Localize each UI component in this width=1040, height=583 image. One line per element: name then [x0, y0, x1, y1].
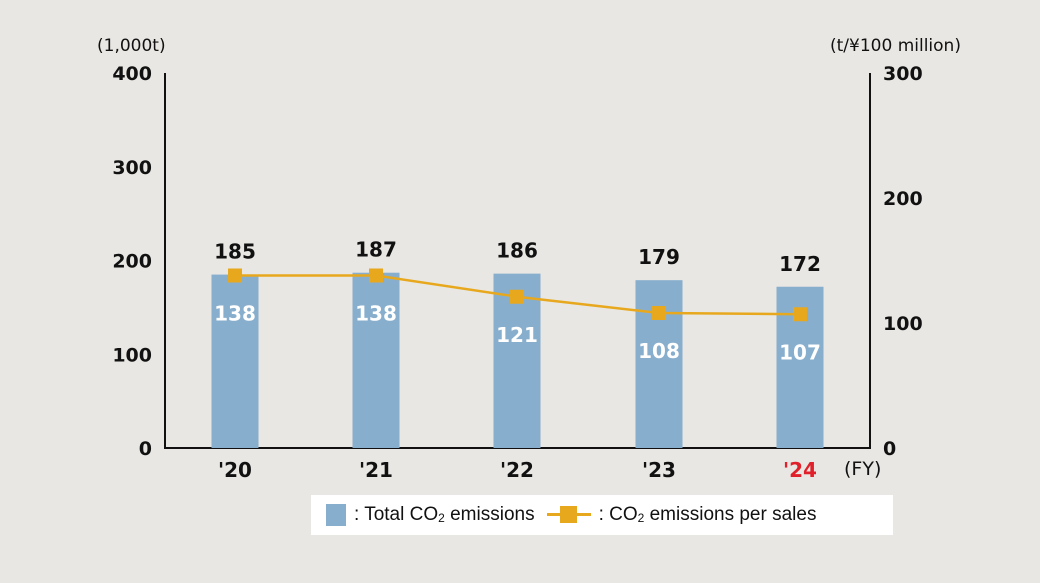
right-axis-unit-label: (t/¥100 million): [830, 36, 961, 56]
bar-value-label: 185: [214, 240, 256, 264]
left-axis-ticks: 0 100 200 300 400: [112, 63, 152, 460]
line-marker-icon: [228, 268, 242, 283]
bar-value-label: 186: [496, 239, 538, 263]
legend-line-marker-icon: [546, 504, 591, 526]
right-tick-label: 0: [883, 438, 896, 460]
line-value-label: 121: [496, 323, 538, 347]
bar-value-label: 187: [355, 238, 397, 262]
left-tick-label: 300: [112, 157, 152, 179]
right-tick-label: 100: [883, 313, 923, 335]
x-category-label: '21: [359, 458, 393, 482]
data-labels: 185 187 186 179 172 138 138 121 108 107: [214, 238, 821, 365]
line-value-label: 138: [355, 302, 397, 326]
line-marker-icon: [652, 306, 666, 320]
bar-value-label: 179: [638, 245, 680, 269]
legend: : Total CO2 emissions : CO2 emissions pe…: [311, 495, 893, 535]
line-value-label: 108: [638, 339, 680, 363]
line-marker-icon: [510, 289, 524, 304]
x-category-label: '22: [500, 458, 534, 482]
x-category-label: '23: [642, 458, 676, 482]
left-tick-label: 100: [112, 344, 152, 366]
left-tick-label: 200: [112, 251, 152, 273]
bar-value-label: 172: [779, 252, 821, 276]
right-tick-label: 200: [883, 188, 923, 210]
line-marker-icon: [793, 307, 807, 322]
left-axis-unit-label: (1,000t): [97, 36, 166, 56]
x-category-label: '24: [783, 458, 817, 482]
right-axis-ticks: 0 100 200 300: [883, 63, 923, 460]
bar: [352, 272, 400, 448]
bar: [635, 280, 683, 448]
line-series-co2-per-sales: [228, 268, 807, 322]
legend-ratio-label: : CO2 emissions per sales: [598, 504, 817, 525]
left-tick-label: 0: [139, 438, 152, 460]
left-tick-label: 400: [112, 63, 152, 85]
line-value-label: 138: [214, 302, 256, 326]
bar-series-total-co2: [211, 272, 824, 448]
legend-bar-swatch-icon: [326, 504, 346, 526]
line-value-label: 107: [779, 340, 821, 364]
line-marker-icon: [369, 268, 383, 283]
x-axis-unit-label: (FY): [844, 458, 881, 480]
right-tick-label: 300: [883, 63, 923, 85]
x-axis-categories: '20 '21 '22 '23 '24: [218, 458, 817, 482]
legend-total-label: : Total CO2 emissions: [354, 504, 535, 525]
x-category-label: '20: [218, 458, 252, 482]
bar: [211, 274, 259, 448]
